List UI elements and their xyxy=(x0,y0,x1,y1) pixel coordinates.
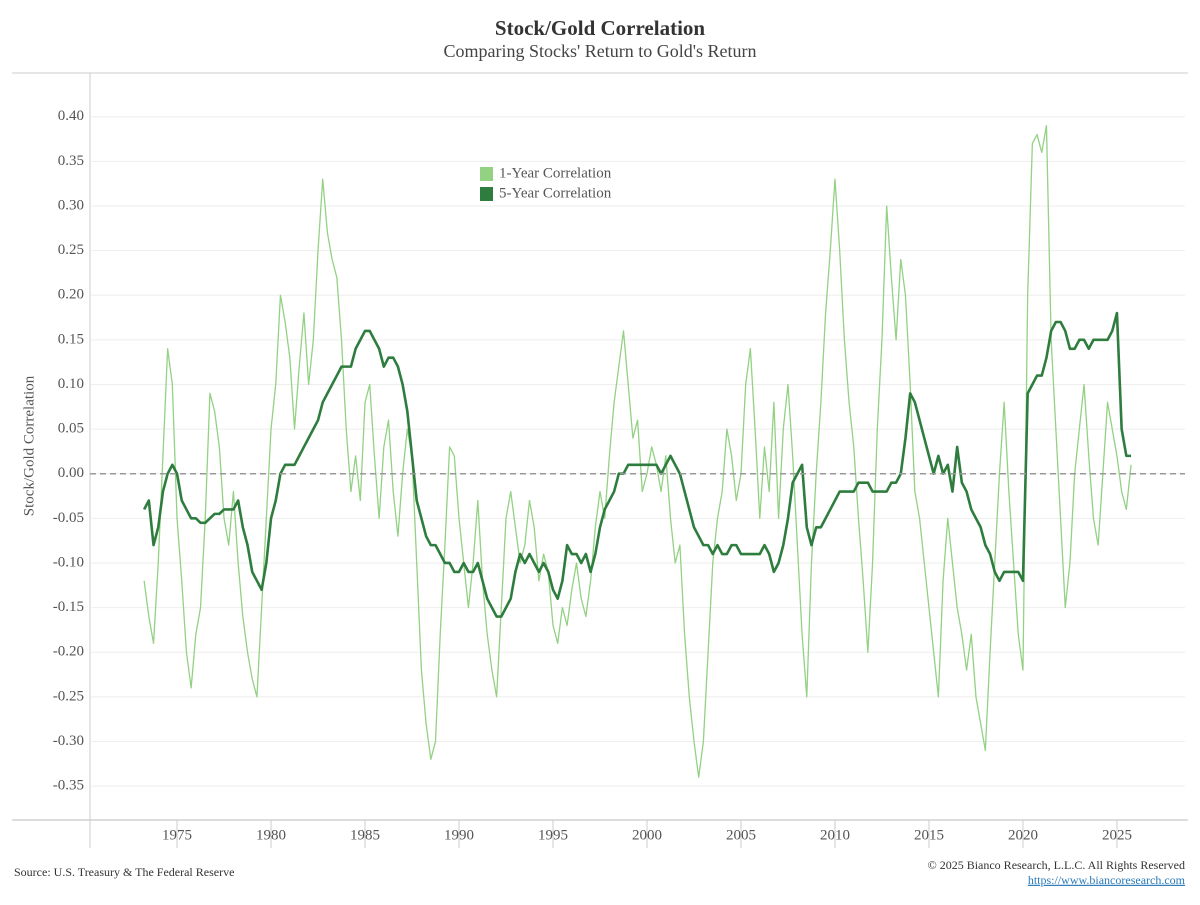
y-tick-label: 0.35 xyxy=(58,153,84,169)
x-tick-label: 2015 xyxy=(914,827,944,843)
legend-label: 5-Year Correlation xyxy=(499,185,612,201)
y-tick-label: 0.30 xyxy=(58,197,84,213)
chart-subtitle: Comparing Stocks' Return to Gold's Retur… xyxy=(444,41,757,61)
x-tick-label: 1975 xyxy=(162,827,192,843)
y-tick-label: -0.20 xyxy=(53,644,84,660)
x-tick-label: 2020 xyxy=(1008,827,1038,843)
y-tick-label: 0.15 xyxy=(58,331,84,347)
y-tick-label: 0.40 xyxy=(58,108,84,124)
x-tick-label: 1980 xyxy=(256,827,286,843)
x-tick-label: 2025 xyxy=(1102,827,1132,843)
copyright: © 2025 Bianco Research, L.L.C. All Right… xyxy=(928,858,1185,872)
y-tick-label: -0.25 xyxy=(53,688,84,704)
y-tick-label: 0.10 xyxy=(58,376,84,392)
x-tick-label: 1990 xyxy=(444,827,474,843)
y-tick-label: -0.35 xyxy=(53,778,84,794)
x-tick-label: 1995 xyxy=(538,827,568,843)
x-tick-label: 2000 xyxy=(632,827,662,843)
y-tick-label: 0.25 xyxy=(58,242,84,258)
y-tick-label: -0.05 xyxy=(53,510,84,526)
x-tick-label: 2005 xyxy=(726,827,756,843)
y-tick-label: -0.30 xyxy=(53,733,84,749)
y-tick-label: 0.20 xyxy=(58,287,84,303)
y-axis-title: Stock/Gold Correlation xyxy=(21,375,37,516)
chart-title: Stock/Gold Correlation xyxy=(495,16,706,40)
legend-swatch xyxy=(480,167,493,181)
legend-swatch xyxy=(480,187,493,201)
x-tick-label: 2010 xyxy=(820,827,850,843)
website-link[interactable]: https://www.biancoresearch.com xyxy=(1028,873,1186,887)
source-note: Source: U.S. Treasury & The Federal Rese… xyxy=(14,865,234,879)
series-line xyxy=(143,125,1132,778)
legend-label: 1-Year Correlation xyxy=(499,165,612,181)
x-tick-label: 1985 xyxy=(350,827,380,843)
series-line xyxy=(142,311,1132,618)
y-tick-label: 0.00 xyxy=(58,465,84,481)
y-tick-label: -0.15 xyxy=(53,599,84,615)
y-tick-label: 0.05 xyxy=(58,421,84,437)
y-tick-label: -0.10 xyxy=(53,554,84,570)
